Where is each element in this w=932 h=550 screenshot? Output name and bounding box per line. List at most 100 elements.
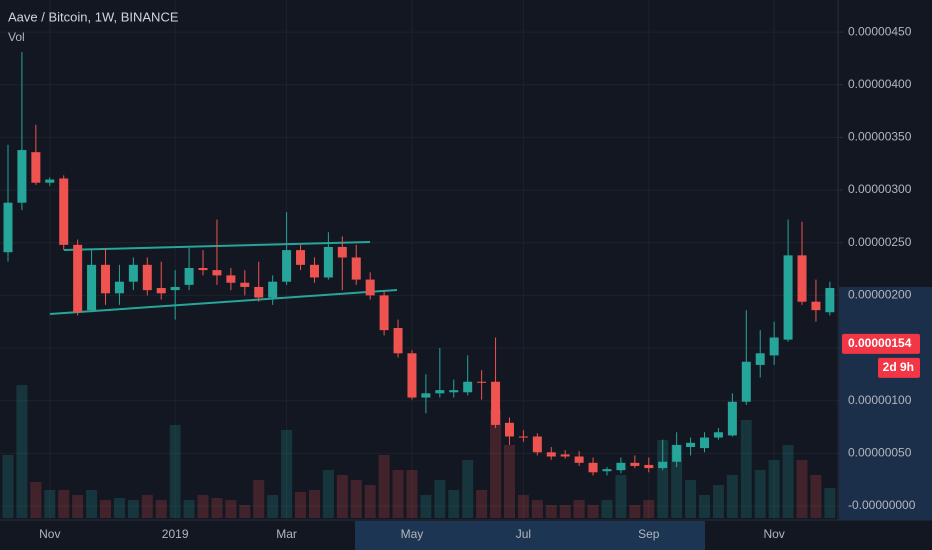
candle-body (114, 281, 124, 294)
volume-bar (127, 500, 139, 518)
volume-bar (58, 490, 70, 518)
volume-bar (253, 480, 265, 518)
candle-body (337, 246, 347, 258)
candle-body (351, 257, 361, 280)
volume-bar (420, 495, 432, 518)
volume-bar (350, 480, 362, 518)
countdown-box (878, 357, 920, 378)
last-price-label: 0.00000154 (848, 336, 912, 350)
candle-body (128, 264, 138, 282)
volume-bar (211, 498, 223, 518)
volume-bar (476, 490, 488, 518)
candle-body (45, 179, 55, 183)
last-price-box (842, 333, 920, 354)
volume-bar (183, 500, 195, 518)
y-tick-label: 0.00000200 (848, 288, 912, 302)
volume-bar (378, 455, 390, 518)
volume-layer (2, 385, 836, 518)
time-axis-highlight (355, 521, 705, 550)
volume-bar (559, 505, 571, 518)
candle-body (560, 454, 570, 457)
volume-bar (2, 455, 14, 518)
volume-bar (810, 475, 822, 518)
candle-body (156, 288, 166, 294)
candle-body (226, 275, 236, 283)
volume-bar (573, 500, 585, 518)
candle-body (3, 202, 13, 253)
volume-bar (490, 410, 502, 518)
volume-bar (685, 480, 697, 518)
candle-body (73, 244, 83, 313)
volume-bar (30, 482, 42, 518)
volume-bar (295, 492, 307, 518)
volume-bar (462, 460, 474, 518)
candle-body (783, 255, 793, 340)
candles (3, 52, 835, 476)
volume-bar (545, 505, 557, 518)
candle-body (477, 381, 487, 383)
volume-bar (113, 498, 125, 518)
volume-bar (267, 495, 279, 518)
candle-body (546, 452, 556, 457)
volume-bar (72, 495, 84, 518)
volume-bar (587, 505, 599, 518)
candle-body (713, 432, 723, 438)
y-tick-label: 0.00000250 (848, 235, 912, 249)
volume-bar (768, 460, 780, 518)
candle-body (797, 255, 807, 302)
x-tick-label: Nov (39, 527, 60, 541)
volume-bar (448, 490, 460, 518)
x-tick-label: May (401, 527, 424, 541)
volume-bar (796, 460, 808, 518)
candle-body (142, 264, 152, 291)
volume-bar (44, 490, 56, 518)
candle-body (101, 264, 111, 294)
candle-body (435, 390, 445, 394)
candle-body (755, 353, 765, 365)
grid (0, 0, 838, 520)
candle-body (769, 337, 779, 356)
y-tick-label: 0.00000050 (848, 446, 912, 460)
volume-bar (615, 475, 627, 518)
volume-bar (629, 505, 641, 518)
candle-body (184, 268, 194, 285)
trend-line-lower (49, 289, 398, 315)
candle-body (170, 286, 180, 291)
volume-bar (197, 495, 209, 518)
price-axis-highlight (839, 287, 932, 520)
candle-body (421, 393, 431, 398)
candle-body (518, 436, 528, 438)
candle-body (296, 250, 306, 265)
candle-body (727, 401, 737, 436)
candle-body (309, 264, 319, 278)
x-tick-label: Jul (516, 527, 531, 541)
y-tick-label: -0.00000000 (848, 498, 916, 512)
candle-body (268, 281, 278, 298)
symbol-title: Aave / Bitcoin, 1W, BINANCE (8, 9, 179, 24)
candle-body (240, 282, 250, 287)
volume-bar (657, 440, 669, 518)
volume-bar (643, 500, 655, 518)
volume-bar (364, 485, 376, 518)
volume-bar (434, 480, 446, 518)
candle-body (532, 436, 542, 453)
volume-bar (782, 445, 794, 518)
candle-body (491, 381, 501, 425)
candle-body (59, 178, 69, 245)
volume-bar (726, 475, 738, 518)
candle-body (672, 444, 682, 462)
candle-body (574, 456, 584, 463)
volume-bar (601, 500, 613, 518)
candle-body (407, 353, 417, 398)
volume-bar (281, 430, 293, 518)
volume-bar (503, 445, 515, 518)
candle-body (379, 295, 389, 331)
candle-body (365, 279, 375, 296)
candle-body (323, 246, 333, 278)
volume-bar (86, 490, 98, 518)
countdown-label: 2d 9h (883, 360, 914, 374)
y-tick-label: 0.00000100 (848, 393, 912, 407)
volume-bar (100, 500, 112, 518)
candle-body (811, 301, 821, 311)
